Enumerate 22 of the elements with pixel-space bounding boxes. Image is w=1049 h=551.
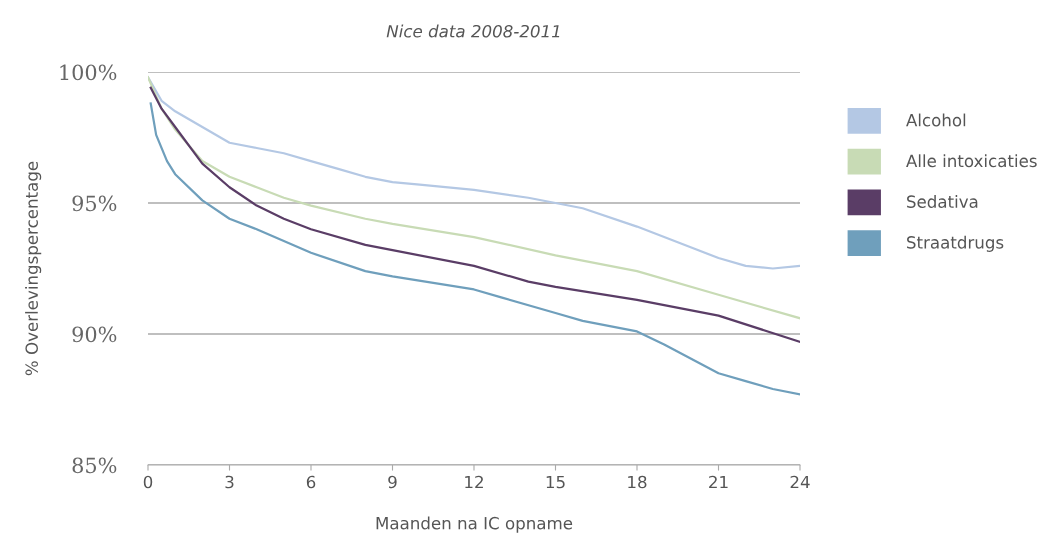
legend-label: Sedativa: [907, 195, 978, 208]
x-tick-label: 21: [709, 475, 728, 489]
legend-label: Alle intoxicaties: [906, 154, 1037, 168]
x-tick-label: 6: [306, 475, 316, 489]
x-axis-title: Maanden na IC opname: [376, 516, 573, 533]
x-tick-label: 18: [628, 475, 647, 489]
y-axis-title: % Overlevingspercentage: [25, 161, 42, 376]
x-tick-label: 0: [143, 475, 153, 489]
line-series: [148, 76, 800, 270]
legend-label: Straatdrugs: [907, 235, 1004, 252]
x-tick-label: 15: [546, 475, 565, 489]
legend-label: Alcohol: [906, 113, 966, 127]
line-series: [149, 102, 800, 396]
y-tick-label: 95%: [72, 195, 117, 212]
chart-title: Nice data 2008-2011: [386, 24, 560, 38]
y-tick-label: 100%: [60, 64, 117, 81]
y-tick-label: 90%: [72, 326, 117, 343]
x-tick-label: 24: [790, 475, 810, 489]
x-tick-label: 12: [465, 475, 483, 489]
y-tick-label: 85%: [72, 457, 117, 474]
x-tick-label: 3: [225, 475, 234, 489]
x-tick-label: 9: [388, 475, 397, 489]
